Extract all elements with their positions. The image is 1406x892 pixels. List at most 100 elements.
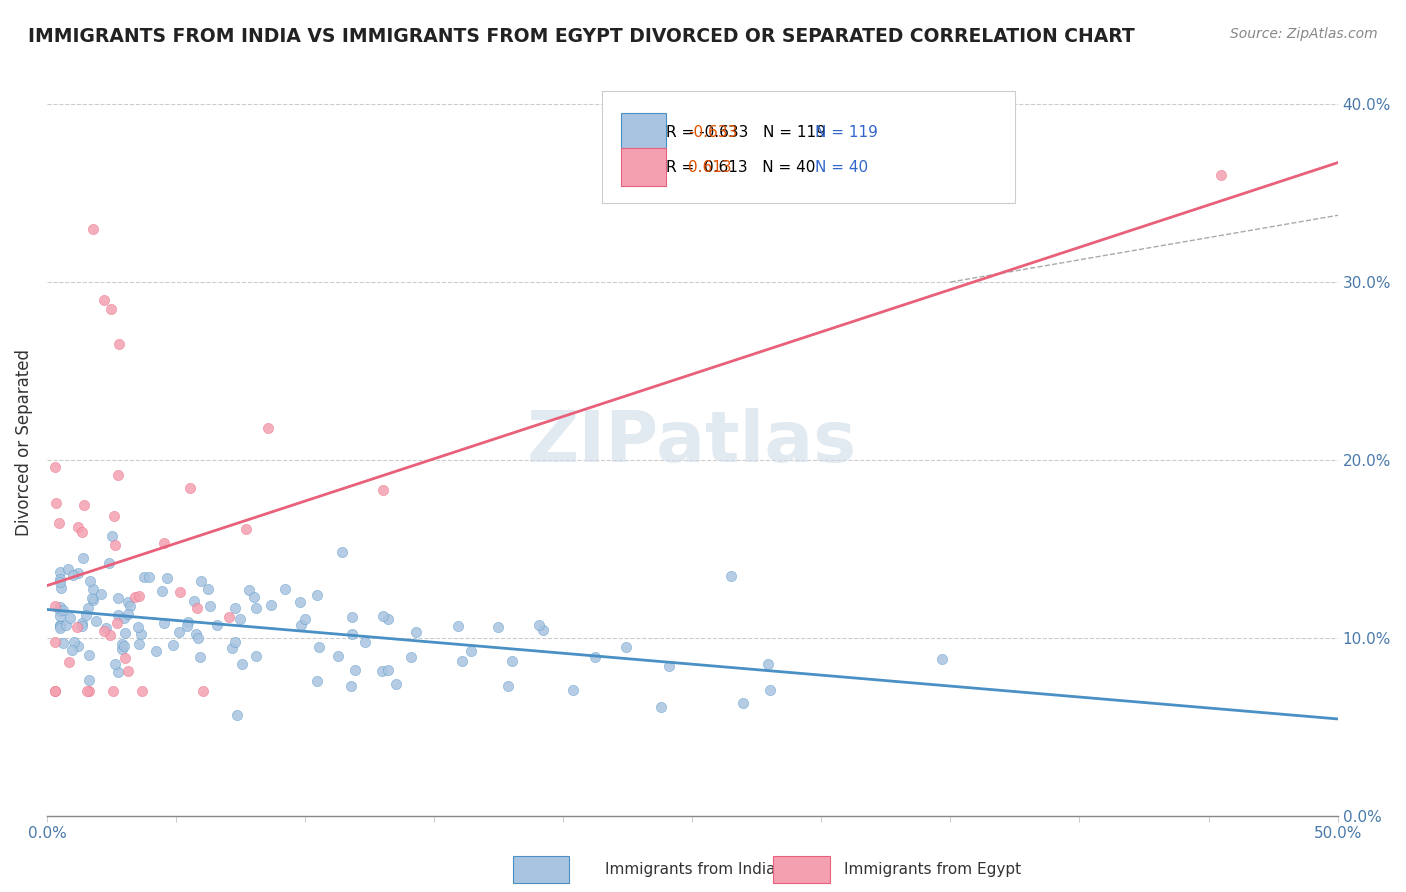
Immigrants from India [371, 608, 394, 623]
Immigrants from India [101, 529, 124, 543]
Immigrants from Egypt [93, 624, 115, 639]
Immigrants from India [111, 637, 134, 651]
Immigrants from India [67, 566, 90, 580]
Immigrants from Egypt [44, 684, 66, 698]
Immigrants from India [132, 569, 155, 583]
Immigrants from India [238, 583, 260, 598]
Immigrants from India [340, 610, 363, 624]
Immigrants from India [49, 619, 72, 633]
Immigrants from India [501, 654, 523, 668]
Immigrants from India [931, 651, 953, 665]
Immigrants from India [405, 625, 427, 640]
Immigrants from India [59, 611, 82, 625]
Immigrants from India [756, 657, 779, 671]
Immigrants from Egypt [58, 655, 80, 669]
Text: Immigrants from India: Immigrants from India [605, 863, 775, 877]
Immigrants from India [117, 607, 139, 622]
Immigrants from India [117, 595, 139, 609]
Immigrants from Egypt [256, 421, 278, 435]
Immigrants from Egypt [153, 536, 176, 550]
Immigrants from Egypt [44, 635, 66, 649]
Immigrants from India [231, 657, 253, 672]
Immigrants from India [305, 588, 328, 602]
Immigrants from Egypt [67, 519, 90, 533]
Immigrants from India [49, 618, 72, 632]
Immigrants from India [129, 627, 152, 641]
Immigrants from India [127, 620, 149, 634]
Immigrants from India [60, 643, 83, 657]
Immigrants from India [583, 649, 606, 664]
Immigrants from India [308, 640, 330, 655]
Text: R = -0.633   N = 119: R = -0.633 N = 119 [666, 125, 827, 139]
Immigrants from Egypt [1211, 169, 1233, 183]
Immigrants from India [385, 677, 408, 691]
Text: N = 119: N = 119 [815, 125, 877, 139]
Y-axis label: Divorced or Separated: Divorced or Separated [15, 349, 32, 536]
Immigrants from India [720, 568, 742, 582]
Immigrants from Egypt [70, 525, 93, 540]
Immigrants from Egypt [108, 337, 131, 351]
Immigrants from India [49, 599, 72, 614]
Immigrants from India [112, 611, 135, 625]
Text: Source: ZipAtlas.com: Source: ZipAtlas.com [1230, 27, 1378, 41]
Immigrants from Egypt [101, 684, 124, 698]
Immigrants from India [52, 603, 75, 617]
Immigrants from Egypt [93, 293, 115, 307]
Immigrants from India [531, 623, 554, 637]
Immigrants from India [107, 665, 129, 679]
Immigrants from Egypt [218, 610, 240, 624]
Immigrants from Egypt [373, 483, 395, 497]
Immigrants from Egypt [124, 591, 146, 605]
Immigrants from Egypt [44, 599, 66, 613]
Immigrants from India [55, 617, 77, 632]
Immigrants from India [451, 654, 474, 668]
Immigrants from India [138, 570, 160, 584]
Immigrants from Egypt [107, 468, 129, 483]
Immigrants from India [77, 601, 100, 615]
Immigrants from India [66, 639, 89, 653]
Immigrants from India [114, 626, 136, 640]
Text: 0.613: 0.613 [689, 160, 733, 175]
Immigrants from India [342, 626, 364, 640]
Immigrants from India [184, 627, 207, 641]
Immigrants from India [80, 591, 103, 605]
Immigrants from India [205, 617, 228, 632]
Immigrants from India [245, 600, 267, 615]
Text: Immigrants from Egypt: Immigrants from Egypt [844, 863, 1021, 877]
Immigrants from India [49, 621, 72, 635]
Immigrants from India [221, 640, 243, 655]
Immigrants from Egypt [105, 616, 128, 631]
Immigrants from India [197, 582, 219, 596]
Immigrants from India [52, 636, 75, 650]
Immigrants from India [62, 568, 84, 582]
Immigrants from India [94, 621, 117, 635]
Immigrants from Egypt [100, 301, 122, 316]
Text: -0.633: -0.633 [689, 125, 738, 139]
Immigrants from India [167, 624, 190, 639]
Immigrants from India [340, 679, 363, 693]
Immigrants from India [562, 683, 585, 698]
Immigrants from Egypt [45, 496, 67, 510]
Immigrants from India [245, 649, 267, 664]
Immigrants from India [344, 663, 367, 677]
Immigrants from India [107, 607, 129, 622]
Immigrants from Egypt [179, 482, 201, 496]
Immigrants from Egypt [104, 538, 127, 552]
Immigrants from India [731, 696, 754, 710]
Immigrants from India [82, 593, 104, 607]
Text: R =  0.613   N = 40: R = 0.613 N = 40 [666, 160, 815, 175]
Immigrants from India [377, 612, 399, 626]
Immigrants from India [650, 700, 672, 714]
Immigrants from Egypt [79, 684, 101, 698]
Immigrants from India [77, 648, 100, 662]
Immigrants from India [156, 571, 179, 585]
Immigrants from India [353, 634, 375, 648]
Immigrants from Egypt [235, 522, 257, 536]
Immigrants from Egypt [117, 664, 139, 678]
Immigrants from India [49, 572, 72, 586]
Immigrants from India [188, 649, 211, 664]
Immigrants from India [370, 665, 392, 679]
Immigrants from India [401, 649, 423, 664]
Immigrants from India [243, 591, 266, 605]
Immigrants from India [49, 609, 72, 624]
